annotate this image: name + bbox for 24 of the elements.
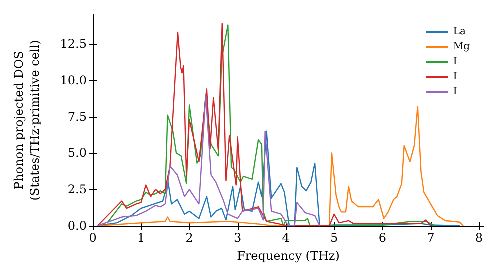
line-series (97, 106, 464, 227)
x-tick-label: 6 (378, 231, 386, 245)
x-tick-label: 8 (475, 231, 483, 245)
legend-label: I (453, 72, 458, 82)
legend-label: I (453, 86, 458, 98)
legend-label: La (453, 26, 466, 38)
x-tick-label: 3 (234, 231, 242, 245)
y-axis-title: Phonon projected DOS (States/THz·primitive cell) (12, 40, 42, 201)
y-tick-label: 12.5 (60, 37, 87, 52)
y-tick-label: 0.0 (68, 219, 87, 233)
x-tick-label: 1 (137, 231, 146, 245)
x-tick-label: 0 (89, 231, 97, 245)
line-series (97, 94, 320, 227)
x-axis-title: Frequency (THz) (237, 249, 340, 263)
y-tick-label: 2.5 (68, 182, 87, 197)
x-tick-label: 7 (427, 231, 435, 245)
y-tick-label: 5.0 (68, 146, 87, 160)
x-tick-label: 2 (186, 231, 194, 245)
y-tick-label: 7.5 (68, 110, 87, 124)
x-tick-label: 4 (282, 231, 290, 245)
y-tick-label: 10.0 (60, 73, 87, 88)
x-tick-label: 5 (330, 231, 338, 245)
legend-label: I (453, 56, 458, 68)
legend-label: Mg (453, 42, 471, 52)
